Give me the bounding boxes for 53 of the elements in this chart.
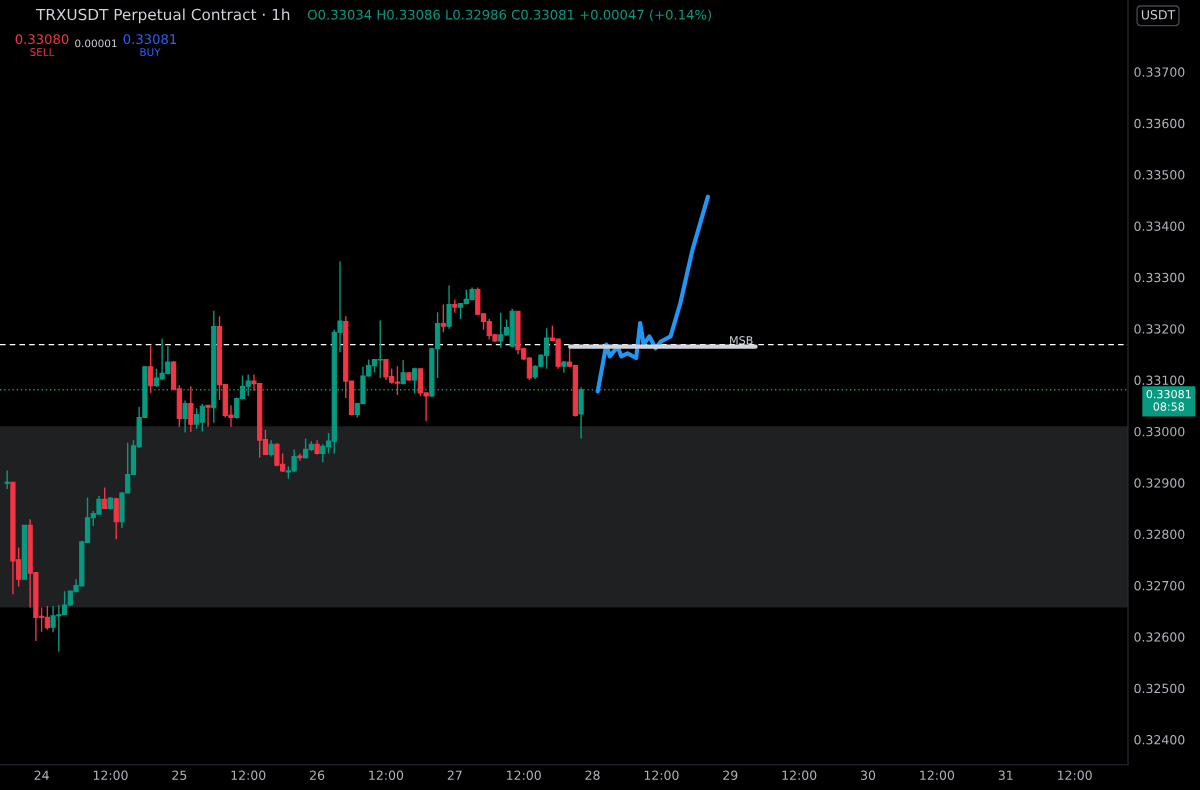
annotation: BUY (140, 48, 161, 56)
text: USDT (1141, 9, 1176, 20)
x-tick-label: 28 (585, 770, 600, 780)
candlestick (297, 452, 303, 462)
y-tick-label: 0.32800 (1134, 529, 1185, 540)
x-tick-label: 12:00 (231, 770, 266, 780)
y-tick-label: 0.33400 (1134, 221, 1185, 231)
annotation: 0.33081 (123, 34, 177, 45)
candlestick (452, 298, 458, 314)
annotation: 0.33080 (15, 34, 69, 45)
candlestick (182, 399, 188, 434)
candlestick (188, 385, 194, 433)
candlestick (4, 469, 10, 490)
x-tick-label: 30 (861, 770, 876, 780)
y-tick-label: 0.33200 (1134, 324, 1185, 334)
x-tick-label: 12:00 (782, 770, 817, 780)
annotation: 0.00001 (75, 39, 117, 48)
x-tick-label: 12:00 (369, 770, 404, 780)
x-tick-label: 26 (310, 770, 325, 780)
x-tick-label: 24 (34, 770, 49, 780)
y-tick-label: 0.33100 (1134, 375, 1185, 385)
x-tick-label: 12:00 (920, 770, 955, 780)
text: TRXUSDT Perpetual Contract · 1h (35, 8, 290, 24)
text: 08:58 (1153, 402, 1185, 411)
candlestick (440, 303, 446, 333)
candlestick (102, 486, 108, 510)
candlestick (113, 496, 119, 540)
y-tick-label: 0.32900 (1134, 478, 1185, 488)
annotation: SELL (30, 48, 55, 56)
y-tick-label: 0.32600 (1134, 632, 1185, 642)
x-tick-label: 12:00 (507, 770, 541, 780)
annotation: MSB (730, 336, 753, 345)
y-tick-label: 0.33500 (1134, 170, 1185, 180)
x-tick-label: 12:00 (1057, 770, 1092, 780)
y-tick-label: 0.33700 (1134, 67, 1185, 77)
x-tick-label: 12:00 (93, 770, 128, 780)
x-tick-label: 29 (723, 770, 738, 780)
text: 0.33081 (1146, 389, 1191, 399)
candlestick (400, 359, 406, 385)
y-tick-label: 0.33300 (1134, 272, 1185, 283)
candlestick (205, 404, 211, 428)
x-tick-label: 25 (172, 770, 187, 780)
y-tick-label: 0.33600 (1134, 118, 1185, 129)
text: O0.33034 H0.33086 L0.32986 C0.33081 +0.00047 (+0.14%) (307, 9, 712, 22)
x-tick-label: 31 (998, 770, 1013, 780)
x-tick-label: 27 (447, 770, 462, 780)
y-tick-label: 0.33000 (1134, 426, 1185, 437)
y-tick-label: 0.32700 (1134, 580, 1185, 591)
candlestick (148, 344, 154, 394)
x-tick-label: 12:00 (644, 770, 679, 780)
candlestick (446, 284, 452, 330)
y-tick-label: 0.32500 (1134, 683, 1185, 694)
y-tick-label: 0.32400 (1134, 735, 1185, 745)
